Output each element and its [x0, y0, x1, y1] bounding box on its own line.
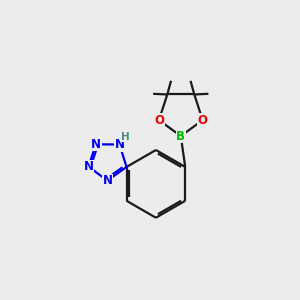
Text: H: H	[121, 132, 129, 142]
Text: B: B	[176, 130, 185, 142]
Text: N: N	[115, 138, 124, 151]
Text: N: N	[102, 174, 112, 187]
Text: O: O	[154, 114, 164, 127]
Text: N: N	[83, 160, 94, 173]
Text: O: O	[198, 114, 208, 127]
Text: N: N	[91, 138, 101, 151]
